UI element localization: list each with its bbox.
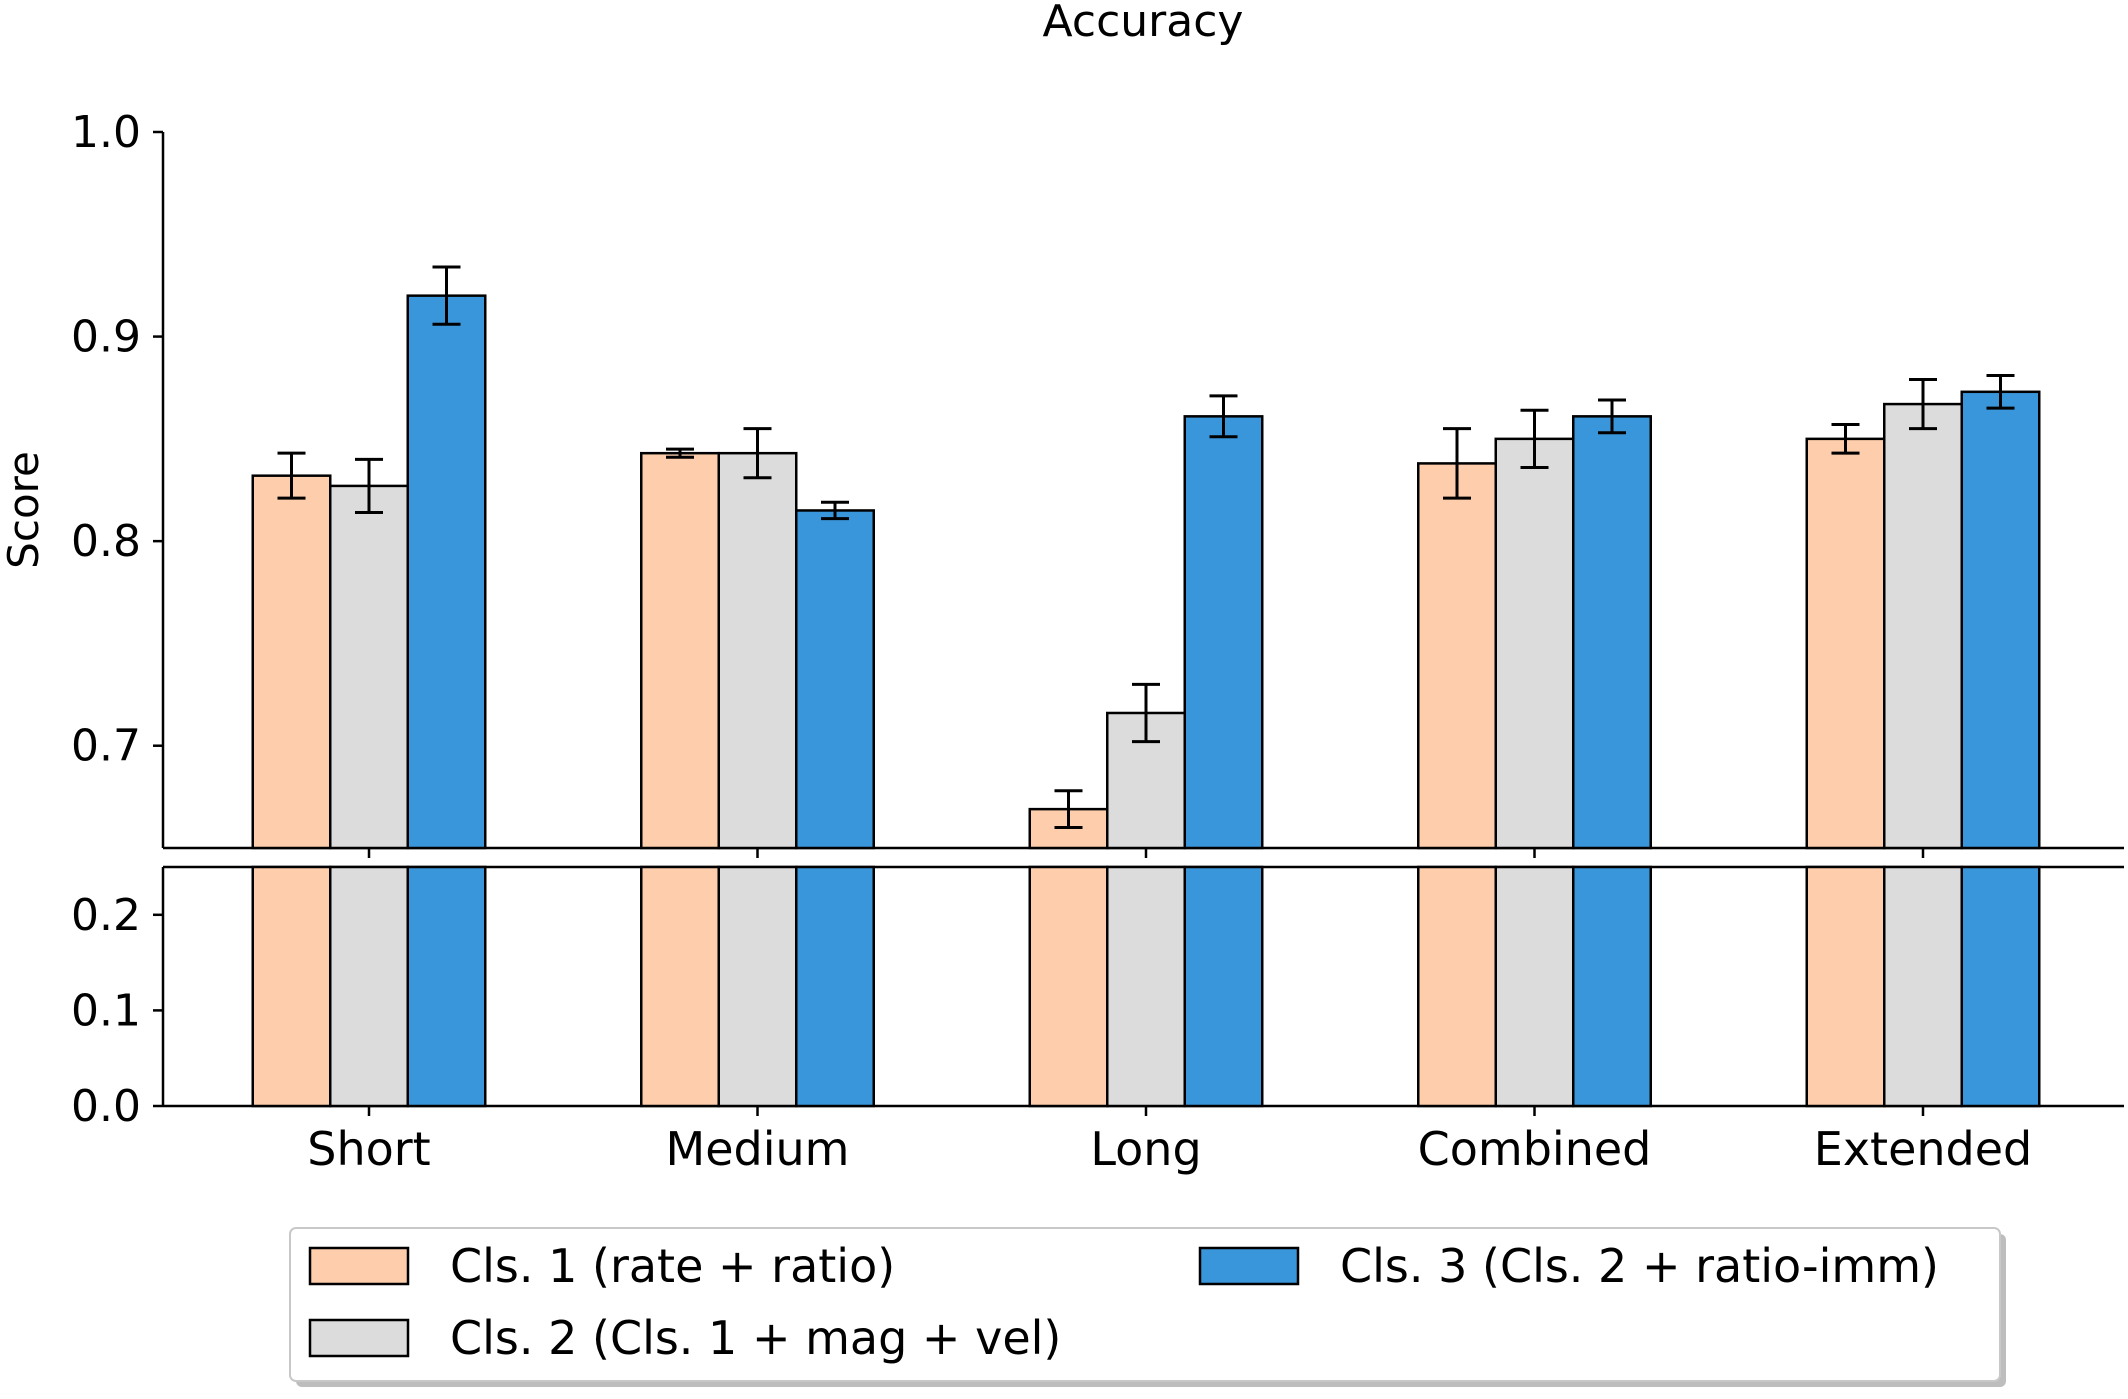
lower-y-tick-label: 0.2 bbox=[71, 890, 141, 941]
bar-lower-segment bbox=[640, 865, 720, 1108]
legend: Cls. 1 (rate + ratio) Cls. 2 (Cls. 1 + ma… bbox=[289, 1227, 2006, 1387]
bar bbox=[1805, 437, 1886, 850]
bar bbox=[640, 451, 720, 850]
legend-label: Cls. 3 (Cls. 2 + ratio-imm) bbox=[1340, 1239, 1939, 1293]
upper-y-tick-label: 1.0 bbox=[71, 107, 141, 158]
bar bbox=[1572, 415, 1652, 850]
bar bbox=[1494, 437, 1575, 850]
y-axis-label: Score bbox=[0, 451, 48, 569]
bar-lower-segment bbox=[1106, 865, 1186, 1108]
bar bbox=[406, 294, 487, 850]
legend-label: Cls. 2 (Cls. 1 + mag + vel) bbox=[450, 1311, 1061, 1365]
legend-swatch bbox=[308, 1318, 410, 1358]
bar-lower-segment bbox=[795, 865, 875, 1108]
bar bbox=[251, 474, 332, 850]
bar bbox=[1183, 415, 1264, 850]
bar-lower-segment bbox=[1417, 865, 1497, 1108]
error-bars bbox=[277, 265, 2015, 830]
upper-y-tick-label: 0.9 bbox=[71, 312, 141, 363]
chart-title: Accuracy bbox=[1043, 0, 1244, 47]
x-axis-ticks: Short Medium Long Combined Extended bbox=[307, 848, 2032, 1176]
bar-lower-segment bbox=[1028, 865, 1109, 1108]
bar-lower-segment bbox=[1805, 865, 1886, 1108]
bars bbox=[251, 294, 2041, 1108]
bar-lower-segment bbox=[1960, 865, 2041, 1108]
x-tick-label: Medium bbox=[666, 1122, 850, 1176]
bar bbox=[1417, 462, 1497, 850]
bar bbox=[1883, 402, 1963, 850]
upper-y-tick-label: 0.8 bbox=[71, 516, 141, 567]
x-tick-label: Long bbox=[1090, 1122, 1201, 1176]
x-tick-label: Short bbox=[307, 1122, 430, 1176]
bar-lower-segment bbox=[329, 865, 409, 1108]
lower-y-tick-label: 0.0 bbox=[71, 1081, 141, 1132]
bar-lower-segment bbox=[1494, 865, 1575, 1108]
bar-lower-segment bbox=[251, 865, 332, 1108]
bar bbox=[795, 509, 875, 850]
bar-lower-segment bbox=[717, 865, 798, 1108]
x-tick-label: Extended bbox=[1814, 1122, 2032, 1176]
bar-lower-segment bbox=[1883, 865, 1963, 1108]
legend-swatch bbox=[308, 1246, 410, 1286]
bar bbox=[329, 484, 409, 850]
upper-y-tick-label: 0.7 bbox=[71, 721, 141, 772]
bar-lower-segment bbox=[406, 865, 487, 1108]
legend-label: Cls. 1 (rate + ratio) bbox=[450, 1239, 895, 1293]
legend-box bbox=[289, 1227, 2001, 1382]
bar-lower-segment bbox=[1572, 865, 1652, 1108]
lower-y-tick-label: 0.1 bbox=[71, 985, 141, 1036]
bar bbox=[1960, 390, 2041, 850]
bar-lower-segment bbox=[1183, 865, 1264, 1108]
x-tick-label: Combined bbox=[1418, 1122, 1652, 1176]
legend-swatch bbox=[1198, 1246, 1300, 1286]
bar bbox=[717, 451, 798, 850]
